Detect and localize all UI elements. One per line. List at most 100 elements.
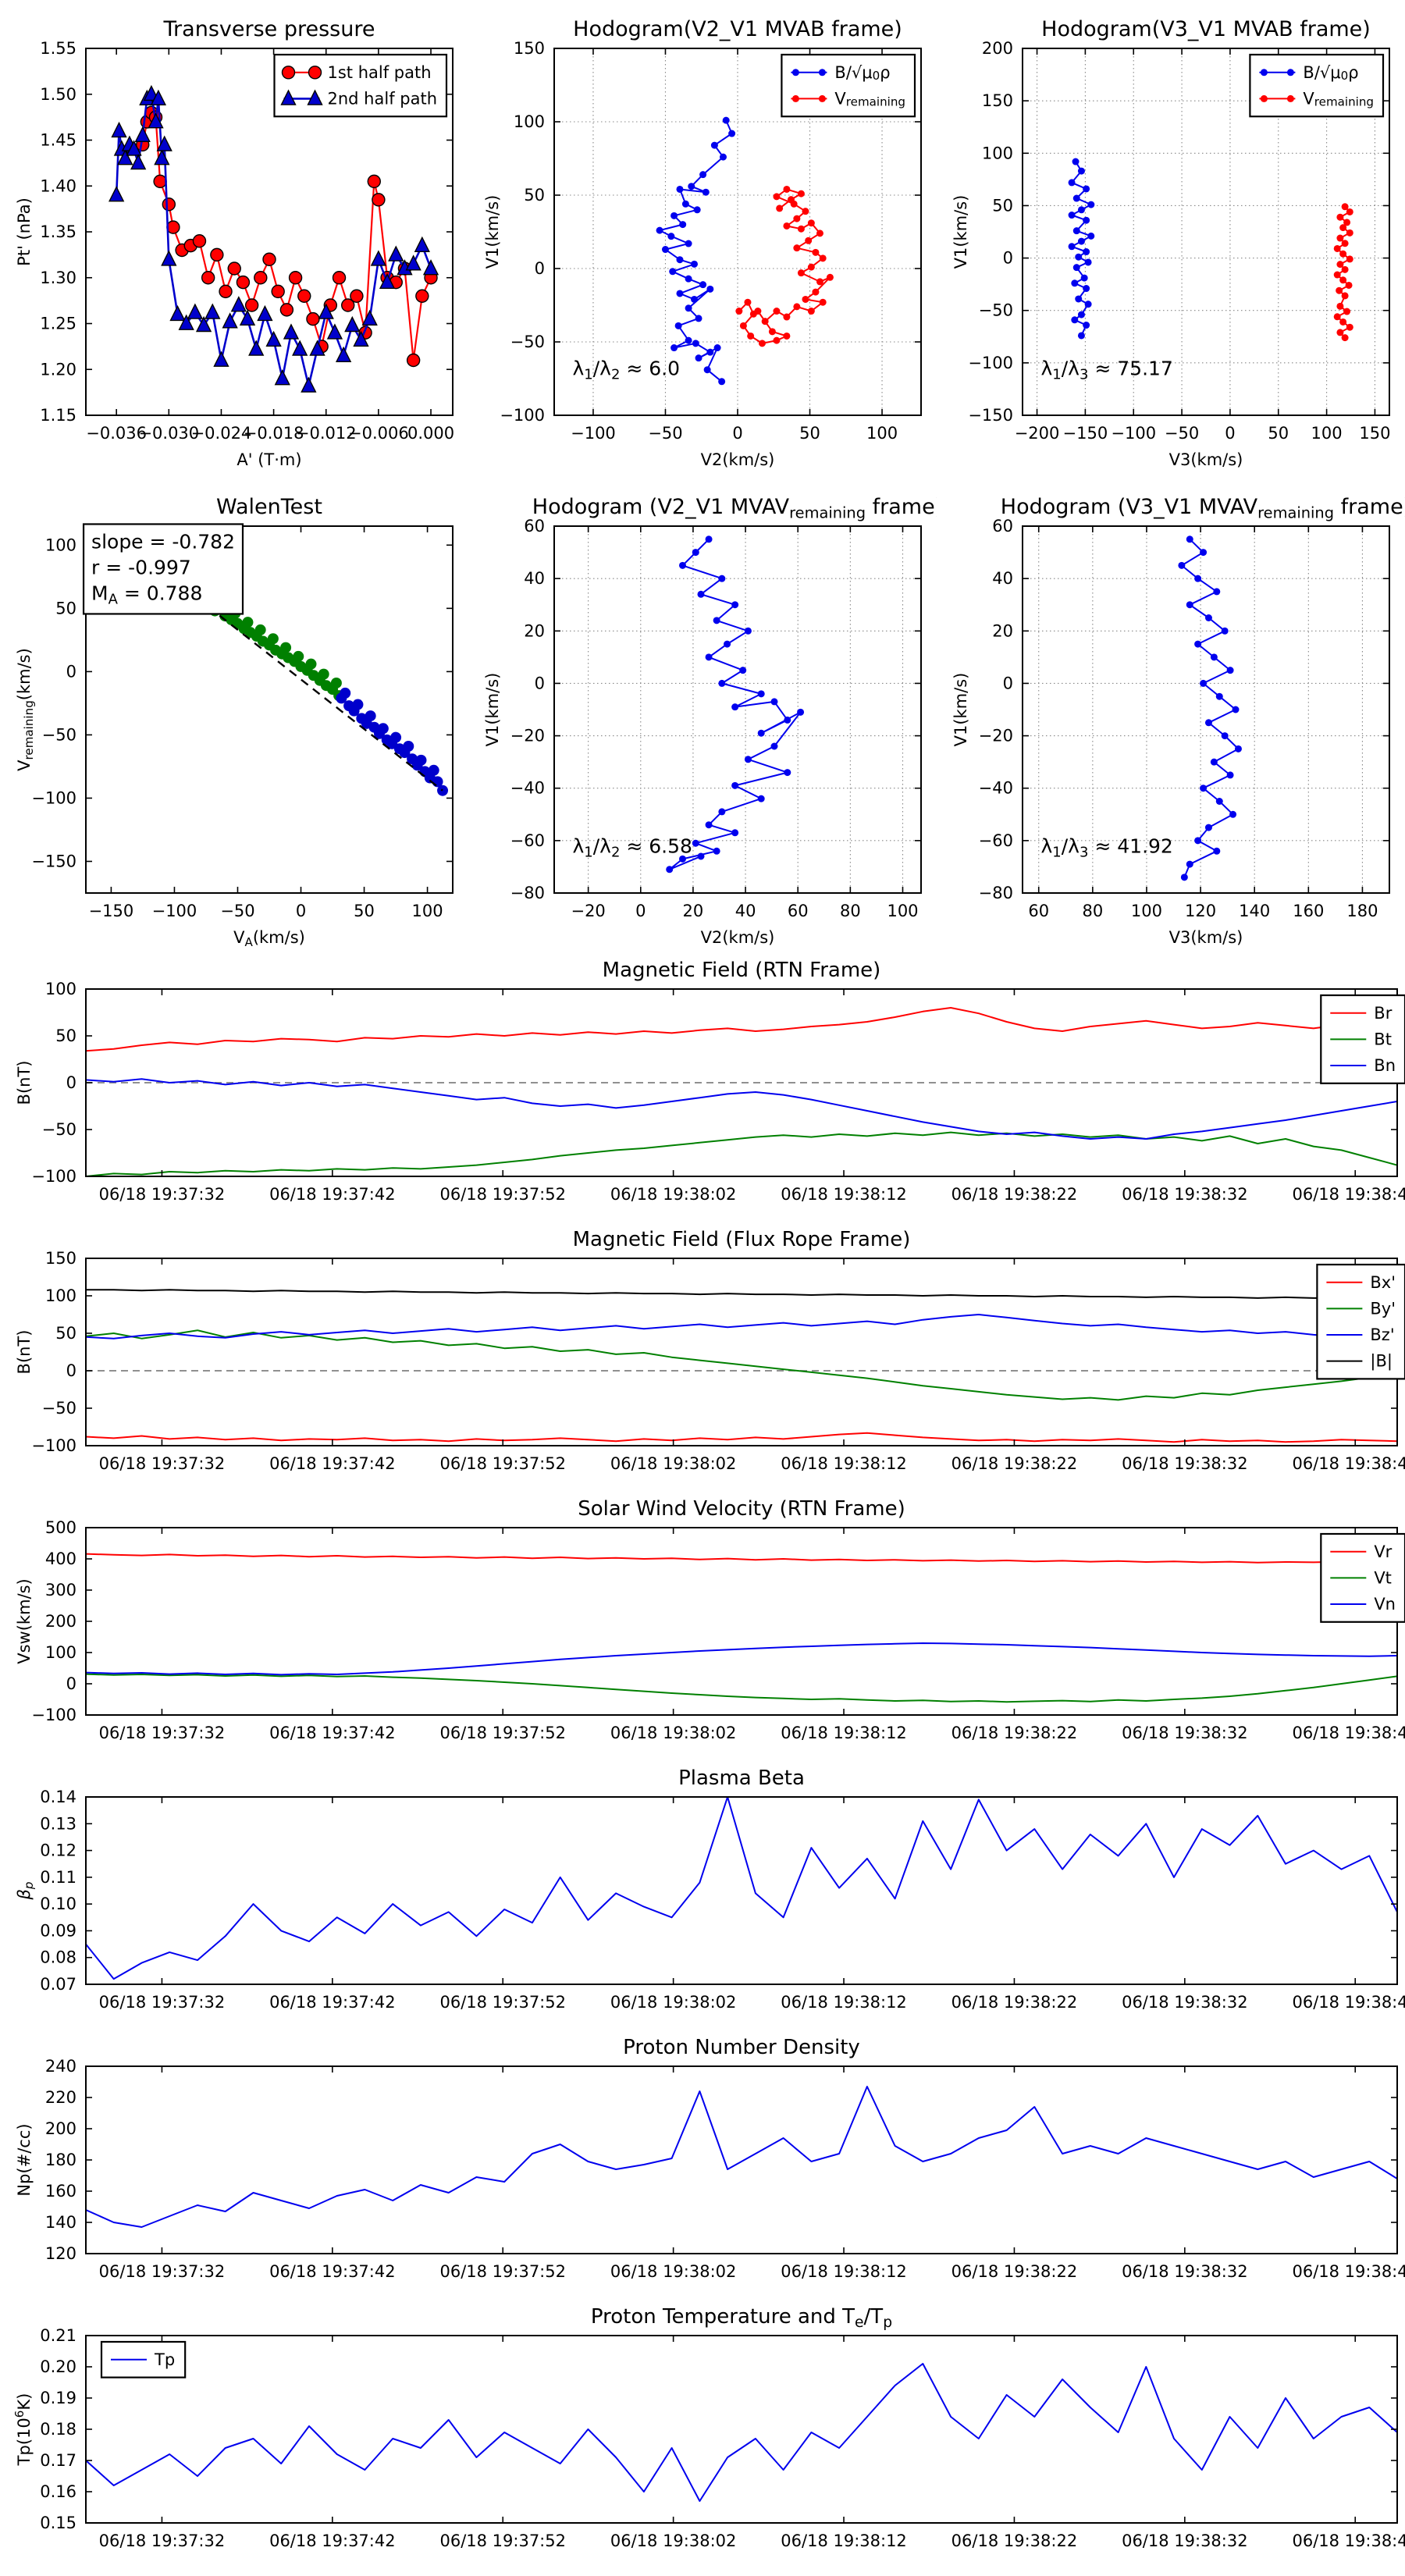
svg-text:06/18 19:37:32: 06/18 19:37:32 — [99, 2532, 226, 2550]
svg-text:06/18 19:38:32: 06/18 19:38:32 — [1122, 2262, 1248, 2281]
legend: Tp — [100, 2340, 187, 2379]
svg-text:−20: −20 — [510, 727, 545, 745]
svg-text:06/18 19:37:52: 06/18 19:37:52 — [439, 1454, 566, 1473]
svg-text:0.20: 0.20 — [40, 2357, 76, 2376]
svg-text:−0.024: −0.024 — [191, 424, 252, 443]
svg-text:50: 50 — [55, 1026, 76, 1045]
svg-text:−150: −150 — [31, 852, 76, 870]
svg-text:100: 100 — [514, 112, 545, 131]
svg-text:150: 150 — [514, 39, 545, 58]
svg-text:−40: −40 — [979, 779, 1013, 798]
svg-text:0: 0 — [732, 424, 742, 443]
svg-text:−50: −50 — [42, 1399, 76, 1418]
chart-title: Hodogram(V2_V1 MVAB frame) — [573, 17, 902, 41]
legend: B/√μ0ρ Vremaining — [781, 53, 916, 118]
svg-text:50: 50 — [55, 1324, 76, 1343]
svg-text:−80: −80 — [979, 884, 1013, 902]
svg-text:06/18 19:37:32: 06/18 19:37:32 — [99, 1724, 226, 1742]
svg-text:06/18 19:37:52: 06/18 19:37:52 — [439, 1993, 566, 2012]
svg-text:1st half path: 1st half path — [328, 63, 432, 82]
svg-text:0: 0 — [66, 1073, 76, 1092]
svg-text:40: 40 — [735, 902, 756, 920]
svg-text:Vsw(km/s): Vsw(km/s) — [15, 1578, 34, 1664]
axes-frame — [85, 525, 454, 894]
svg-text:06/18 19:38:12: 06/18 19:38:12 — [781, 1993, 907, 2012]
svg-text:160: 160 — [1293, 902, 1324, 920]
svg-text:80: 80 — [1082, 902, 1103, 920]
svg-text:100: 100 — [45, 1643, 76, 1662]
svg-text:100: 100 — [982, 144, 1013, 162]
svg-text:06/18 19:38:22: 06/18 19:38:22 — [951, 1454, 1078, 1473]
svg-text:0: 0 — [535, 674, 545, 692]
svg-text:0.07: 0.07 — [40, 1975, 76, 1994]
svg-text:1.25: 1.25 — [40, 315, 76, 333]
svg-text:06/18 19:37:32: 06/18 19:37:32 — [99, 1185, 226, 1204]
series-group — [86, 1553, 1397, 1703]
svg-text:VA(km/s): VA(km/s) — [233, 928, 305, 949]
svg-text:−100: −100 — [571, 424, 616, 443]
svg-text:Vn: Vn — [1374, 1595, 1396, 1614]
svg-text:06/18 19:38:32: 06/18 19:38:32 — [1122, 1993, 1248, 2012]
svg-text:Vr: Vr — [1374, 1542, 1392, 1561]
svg-text:0.18: 0.18 — [40, 2420, 76, 2439]
svg-text:06/18 19:38:42: 06/18 19:38:42 — [1292, 1454, 1405, 1473]
legend: 1st half path 2nd half path — [273, 53, 448, 118]
magnetic-field-flux-rope-canvas: Magnetic Field (Flux Rope Frame) 06/18 19… — [15, 1228, 1405, 1473]
svg-text:−100: −100 — [31, 1706, 76, 1724]
svg-text:1.45: 1.45 — [40, 131, 76, 150]
chart-hodogram-v3v1-mvav: Hodogram (V3_V1 MVAVremaining frame) 60 80… — [937, 478, 1405, 949]
svg-text:06/18 19:38:42: 06/18 19:38:42 — [1292, 1185, 1405, 1204]
chart-title: Hodogram (V2_V1 MVAVremaining frame) — [532, 495, 937, 521]
svg-text:240: 240 — [45, 2057, 76, 2076]
svg-text:06/18 19:37:42: 06/18 19:37:42 — [269, 1185, 396, 1204]
svg-text:−50: −50 — [220, 902, 254, 920]
svg-text:λ1/λ2 ≈ 6.0: λ1/λ2 ≈ 6.0 — [573, 358, 681, 383]
svg-text:0: 0 — [296, 902, 306, 920]
svg-text:100: 100 — [887, 902, 918, 920]
svg-text:−100: −100 — [31, 1436, 76, 1455]
svg-text:06/18 19:37:42: 06/18 19:37:42 — [269, 2262, 396, 2281]
svg-text:06/18 19:38:42: 06/18 19:38:42 — [1292, 2532, 1405, 2550]
annotation: λ1/λ2 ≈ 6.0 — [573, 358, 681, 383]
hodogram-v2v1-mvav-canvas: Hodogram (V2_V1 MVAVremaining frame) −20 0… — [483, 495, 937, 947]
svg-text:Bz': Bz' — [1370, 1325, 1394, 1344]
svg-text:06/18 19:38:02: 06/18 19:38:02 — [610, 1724, 737, 1742]
svg-text:0.17: 0.17 — [40, 2451, 76, 2470]
svg-text:A' (T·m): A' (T·m) — [237, 450, 301, 469]
plasma-beta-canvas: Plasma Beta 06/18 19:37:32 06/18 19:37:42 0… — [15, 1767, 1405, 2012]
legend: Vr Vt Vn — [1320, 1532, 1405, 1623]
series-group — [108, 84, 439, 393]
svg-text:0.21: 0.21 — [40, 2326, 76, 2345]
svg-text:100: 100 — [45, 980, 76, 998]
svg-text:60: 60 — [1028, 902, 1049, 920]
chart-walen-test: WalenTest −150 −100 −50 0 50 100 −150 −100 −50 0 50… — [0, 478, 468, 949]
svg-text:−20: −20 — [979, 727, 1013, 745]
svg-text:−50: −50 — [979, 301, 1013, 320]
svg-text:06/18 19:37:32: 06/18 19:37:32 — [99, 2262, 226, 2281]
axes-frame — [85, 1796, 1398, 1985]
svg-text:60: 60 — [788, 902, 809, 920]
svg-text:B/√μ0ρ: B/√μ0ρ — [834, 63, 890, 83]
svg-text:−50: −50 — [42, 1120, 76, 1139]
svg-text:−100: −100 — [968, 354, 1013, 372]
annotation: λ1/λ2 ≈ 6.58 — [573, 835, 692, 861]
svg-text:Bn: Bn — [1374, 1056, 1396, 1075]
svg-text:06/18 19:38:22: 06/18 19:38:22 — [951, 1185, 1078, 1204]
svg-text:−100: −100 — [152, 902, 197, 920]
svg-text:06/18 19:38:32: 06/18 19:38:32 — [1122, 1724, 1248, 1742]
svg-text:1.15: 1.15 — [40, 406, 76, 425]
svg-text:1.35: 1.35 — [40, 222, 76, 241]
series-group — [86, 2363, 1397, 2502]
svg-text:50: 50 — [799, 424, 820, 443]
svg-text:1.20: 1.20 — [40, 360, 76, 379]
svg-text:06/18 19:38:22: 06/18 19:38:22 — [951, 2532, 1078, 2550]
svg-text:06/18 19:38:22: 06/18 19:38:22 — [951, 2262, 1078, 2281]
magnetic-field-rtn-canvas: Magnetic Field (RTN Frame) 06/18 19:37:32… — [15, 959, 1405, 1204]
svg-text:40: 40 — [524, 569, 545, 588]
chart-title: Plasma Beta — [678, 1767, 805, 1790]
svg-text:50: 50 — [1268, 424, 1289, 443]
svg-text:06/18 19:37:42: 06/18 19:37:42 — [269, 1724, 396, 1742]
svg-text:0.12: 0.12 — [40, 1841, 76, 1860]
svg-text:100: 100 — [866, 424, 898, 443]
